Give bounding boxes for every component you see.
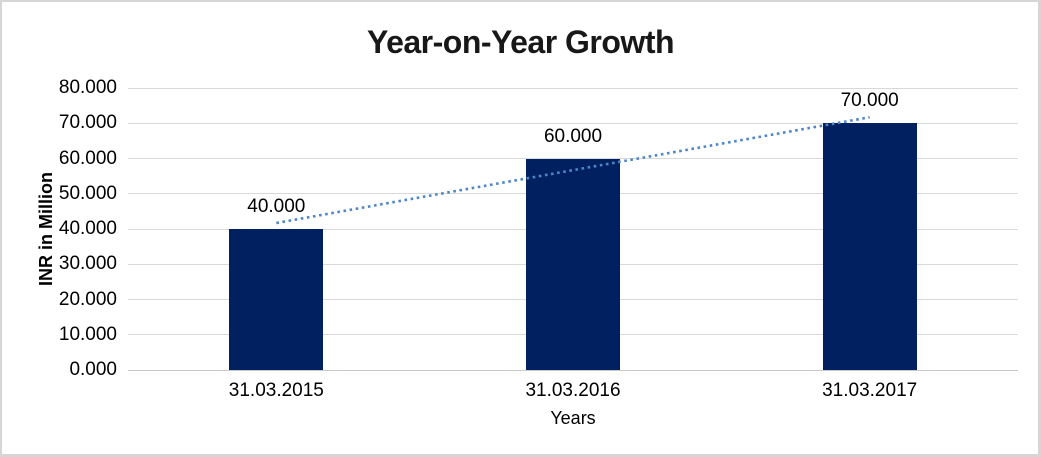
- gridline: [128, 87, 1018, 89]
- x-tick-label: 31.03.2015: [228, 380, 324, 401]
- y-tick-label: 20.000: [58, 288, 117, 310]
- x-axis-title: Years: [550, 408, 596, 428]
- y-tick-label: 70.000: [58, 112, 117, 134]
- bar-31.03.2016: [526, 158, 620, 370]
- chart-title: Year-on-Year Growth: [366, 24, 675, 60]
- x-tick-label: 31.03.2017: [822, 380, 918, 401]
- data-label: 70.000: [840, 90, 899, 112]
- y-tick-label: 40.000: [58, 218, 117, 239]
- y-tick-label: 0.000: [69, 359, 117, 380]
- y-tick-label: 30.000: [58, 253, 117, 275]
- data-label: 60.000: [543, 125, 603, 147]
- y-tick-label: 10.000: [58, 323, 117, 345]
- bar-31.03.2017: [822, 123, 917, 370]
- y-tick-label: 50.000: [58, 182, 117, 204]
- data-label: 40.000: [247, 196, 306, 217]
- x-tick-label: 31.03.2016: [525, 380, 621, 401]
- bar-31.03.2015: [229, 229, 324, 370]
- y-tick-label: 80.000: [58, 77, 117, 98]
- y-tick-label: 60.000: [58, 147, 117, 169]
